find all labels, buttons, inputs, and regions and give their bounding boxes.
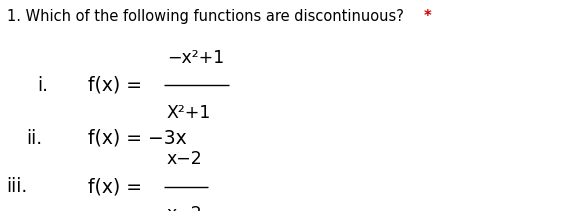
Text: x−2: x−2: [167, 150, 203, 168]
Text: f(x) =: f(x) =: [88, 177, 142, 196]
Text: ii.: ii.: [27, 129, 42, 148]
Text: *: *: [423, 9, 431, 24]
Text: f(x) =: f(x) =: [88, 76, 142, 95]
Text: x−2: x−2: [167, 205, 203, 211]
Text: f(x) = −3x: f(x) = −3x: [88, 129, 186, 148]
Text: −x²+1: −x²+1: [167, 49, 224, 67]
Text: 1. Which of the following functions are discontinuous? *: 1. Which of the following functions are …: [7, 9, 415, 24]
Text: iii.: iii.: [6, 177, 27, 196]
Text: 1. Which of the following functions are discontinuous?: 1. Which of the following functions are …: [7, 9, 408, 24]
Text: X²+1: X²+1: [167, 104, 211, 122]
Text: i.: i.: [37, 76, 48, 95]
